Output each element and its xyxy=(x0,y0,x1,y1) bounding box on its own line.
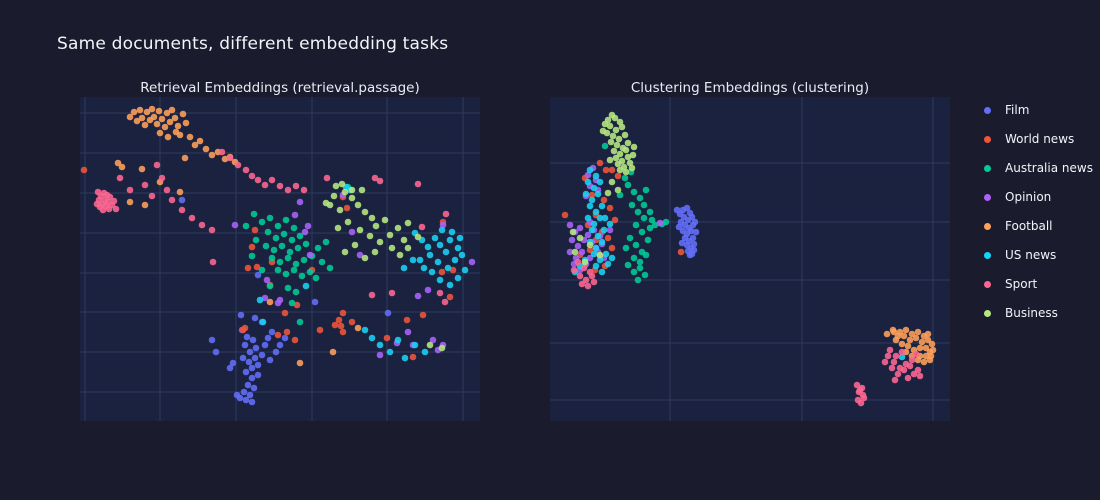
series-australia-news[interactable] xyxy=(601,142,670,284)
series-football[interactable] xyxy=(883,326,937,366)
legend-marker-icon xyxy=(984,106,991,114)
legend: Film World news Australia news Opinion Footb… xyxy=(984,104,1093,336)
series-business[interactable] xyxy=(322,180,446,352)
legend-label: World news xyxy=(1005,132,1075,146)
legend-item-sport[interactable]: Sport xyxy=(984,278,1093,290)
series-film[interactable] xyxy=(178,196,392,406)
legend-marker-icon xyxy=(984,251,991,259)
legend-item-australia-news[interactable]: Australia news xyxy=(984,162,1093,174)
legend-label: Opinion xyxy=(1005,190,1052,204)
legend-label: Football xyxy=(1005,219,1053,233)
series-sport[interactable] xyxy=(93,148,450,306)
series-australia-news[interactable] xyxy=(242,183,352,326)
legend-marker-icon xyxy=(984,222,991,230)
series-sport[interactable] xyxy=(570,258,924,407)
legend-marker-icon xyxy=(984,164,991,172)
legend-label: Business xyxy=(1005,306,1058,320)
scatter-plot-clustering[interactable] xyxy=(550,97,950,421)
legend-item-film[interactable]: Film xyxy=(984,104,1093,116)
series-football[interactable] xyxy=(114,105,362,367)
subplot-title-clustering: Clustering Embeddings (clustering) xyxy=(630,80,870,96)
subplot-title-retrieval: Retrieval Embeddings (retrieval.passage) xyxy=(140,80,420,96)
legend-marker-icon xyxy=(984,193,991,201)
gridlines xyxy=(80,97,480,421)
legend-item-us-news[interactable]: US news xyxy=(984,249,1093,261)
legend-item-world-news[interactable]: World news xyxy=(984,133,1093,145)
legend-item-football[interactable]: Football xyxy=(984,220,1093,232)
series-film[interactable] xyxy=(673,204,700,259)
series-business[interactable] xyxy=(569,111,638,266)
scatter-plot-retrieval[interactable] xyxy=(80,97,480,421)
legend-marker-icon xyxy=(984,309,991,317)
figure-title: Same documents, different embedding task… xyxy=(57,34,449,54)
legend-label: Sport xyxy=(1005,277,1038,291)
legend-marker-icon xyxy=(984,135,991,143)
legend-item-opinion[interactable]: Opinion xyxy=(984,191,1093,203)
legend-label: Australia news xyxy=(1005,161,1093,175)
legend-item-business[interactable]: Business xyxy=(984,307,1093,319)
legend-label: Film xyxy=(1005,103,1030,117)
series-world-news[interactable] xyxy=(80,166,457,361)
legend-marker-icon xyxy=(984,280,991,288)
legend-label: US news xyxy=(1005,248,1057,262)
